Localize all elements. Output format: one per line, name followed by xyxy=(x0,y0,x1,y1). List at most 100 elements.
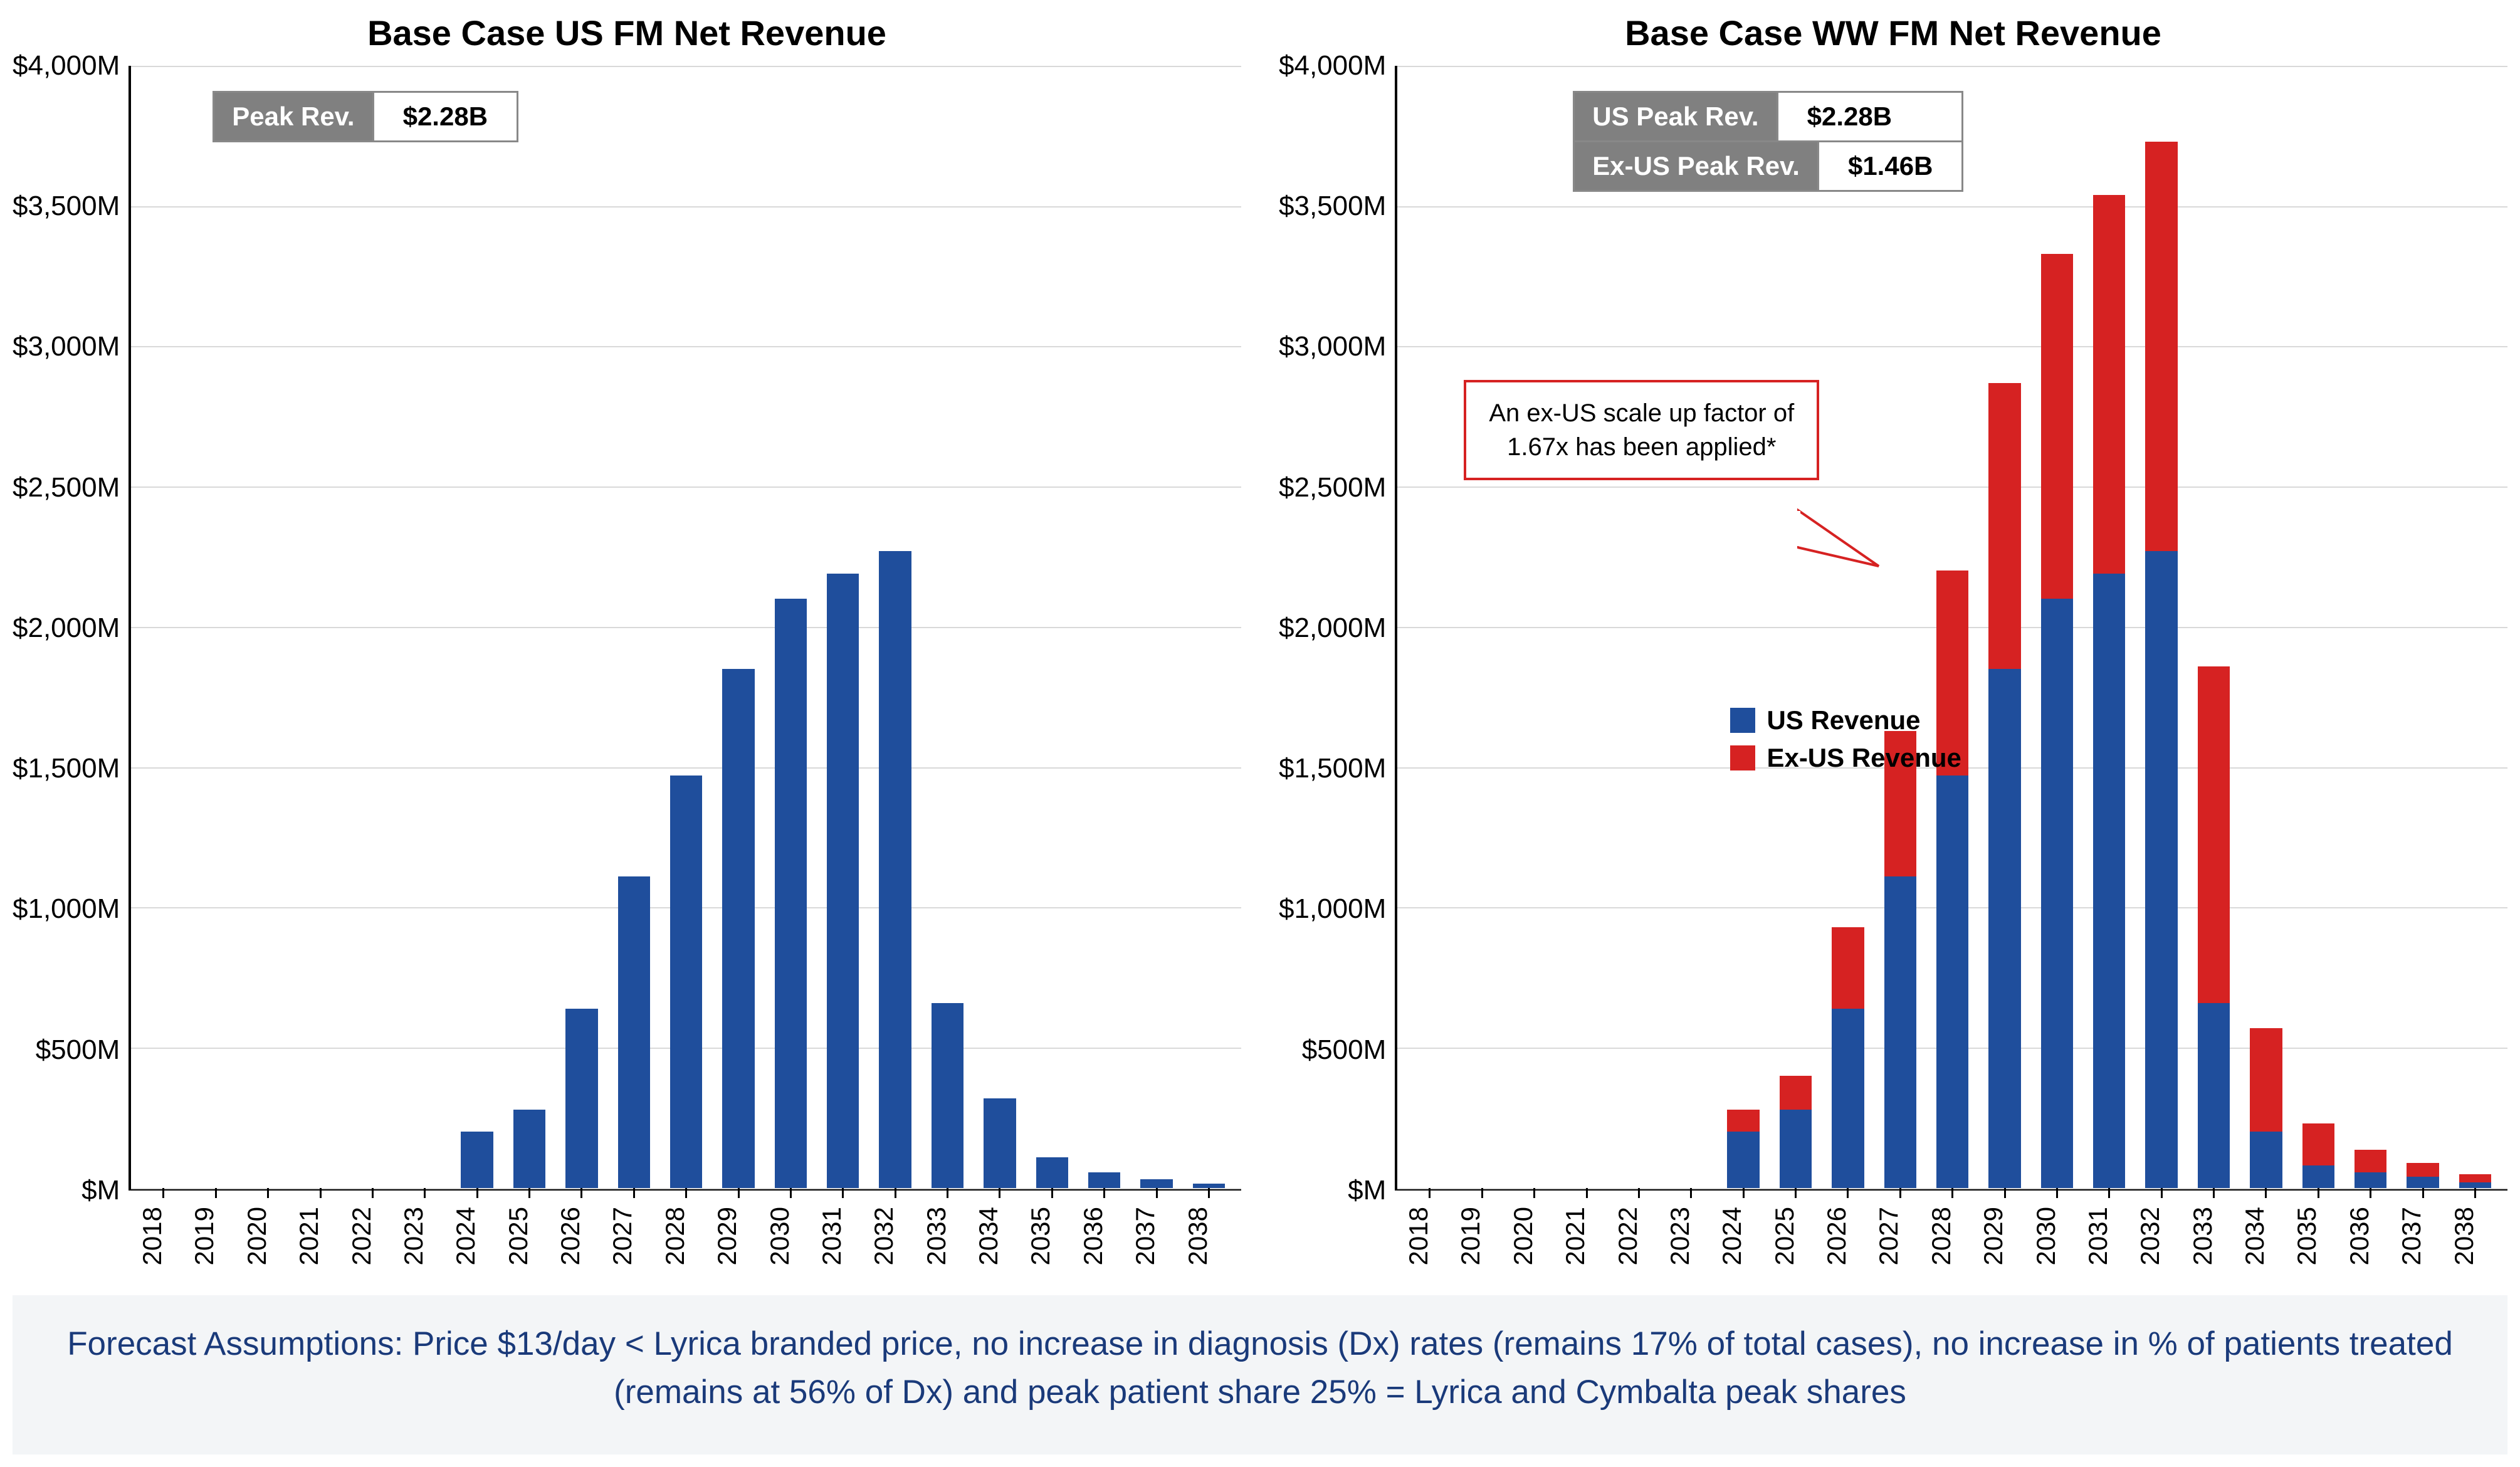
bar-slot xyxy=(2397,66,2449,1188)
bar-seg-us xyxy=(2145,551,2177,1188)
bar-stack xyxy=(1193,66,1225,1188)
chart-body-us: Peak Rev. $2.28B xyxy=(129,66,1241,1191)
x-tick-label: 2023 xyxy=(399,1207,451,1270)
bar-seg-us xyxy=(670,776,702,1188)
bar-seg-us xyxy=(1884,876,1916,1188)
bar-stack xyxy=(409,66,441,1188)
x-ticks-ww xyxy=(1397,1188,2507,1198)
bar-slot xyxy=(974,66,1026,1188)
bar-seg-exus xyxy=(2407,1163,2439,1177)
bar-seg-us xyxy=(984,1098,1016,1188)
bar-seg-us xyxy=(2459,1182,2491,1188)
bar-seg-us xyxy=(1036,1157,1068,1188)
bar-stack xyxy=(1570,66,1602,1188)
x-tick-label: 2027 xyxy=(1874,1207,1926,1270)
chart-panel-us: Base Case US FM Net Revenue $4,000M$3,50… xyxy=(13,13,1241,1270)
bar-seg-exus xyxy=(2355,1150,2386,1172)
exus-peak-rev-label: Ex-US Peak Rev. xyxy=(1575,142,1819,190)
peak-rev-box-us: Peak Rev. $2.28B xyxy=(213,91,518,142)
x-tick-label: 2028 xyxy=(660,1207,712,1270)
bar-seg-us xyxy=(565,1009,597,1188)
bar-stack xyxy=(513,66,545,1188)
forecast-assumptions-footer: Forecast Assumptions: Price $13/day < Ly… xyxy=(13,1295,2507,1454)
chart-title-ww: Base Case WW FM Net Revenue xyxy=(1279,13,2507,53)
bar-stack xyxy=(1088,66,1120,1188)
x-tick-label: 2033 xyxy=(921,1207,974,1270)
x-tick-label: 2029 xyxy=(712,1207,764,1270)
bar-stack xyxy=(1780,66,1812,1188)
x-tick-label: 2031 xyxy=(2083,1207,2135,1270)
bar-slot xyxy=(1926,66,1978,1188)
x-tick-label: 2037 xyxy=(2397,1207,2449,1270)
bar-stack xyxy=(827,66,859,1188)
us-peak-rev-label: US Peak Rev. xyxy=(1575,93,1778,140)
x-tick-label: 2032 xyxy=(869,1207,921,1270)
bar-slot xyxy=(451,66,503,1188)
charts-row: Base Case US FM Net Revenue $4,000M$3,50… xyxy=(13,13,2507,1270)
bar-stack xyxy=(2459,66,2491,1188)
x-tick-label: 2026 xyxy=(555,1207,607,1270)
bar-slot xyxy=(1456,66,1508,1188)
x-tick-label: 2033 xyxy=(2188,1207,2240,1270)
bar-seg-us xyxy=(1936,776,1968,1188)
bar-seg-exus xyxy=(2041,254,2073,599)
bar-seg-us xyxy=(1988,669,2020,1188)
x-tick-label: 2027 xyxy=(607,1207,659,1270)
bar-slot xyxy=(1183,66,1235,1188)
x-tick-label: 2028 xyxy=(1926,1207,1978,1270)
x-tick-label: 2025 xyxy=(503,1207,555,1270)
x-tick-label: 2018 xyxy=(1404,1207,1456,1270)
bar-stack xyxy=(1936,66,1968,1188)
bar-seg-us xyxy=(827,574,859,1188)
x-tick-label: 2024 xyxy=(451,1207,503,1270)
x-tick-label: 2030 xyxy=(765,1207,817,1270)
bar-stack xyxy=(1884,66,1916,1188)
bar-seg-us xyxy=(2250,1132,2282,1187)
bar-slot xyxy=(137,66,189,1188)
x-tick-label: 2019 xyxy=(189,1207,241,1270)
bar-slot xyxy=(2292,66,2344,1188)
peak-rev-label: Peak Rev. xyxy=(214,93,374,140)
bar-slot xyxy=(503,66,555,1188)
bar-slot xyxy=(2449,66,2501,1188)
bar-stack xyxy=(2250,66,2282,1188)
x-tick-label: 2034 xyxy=(974,1207,1026,1270)
legend-swatch-us xyxy=(1730,708,1755,733)
bar-stack xyxy=(1414,66,1446,1188)
x-tick-label: 2022 xyxy=(1613,1207,1665,1270)
bar-seg-us xyxy=(2355,1172,2386,1188)
x-tick-label: 2021 xyxy=(1560,1207,1612,1270)
bar-stack xyxy=(2198,66,2230,1188)
bar-stack xyxy=(1727,66,1759,1188)
bar-slot xyxy=(555,66,607,1188)
chart-panel-ww: Base Case WW FM Net Revenue $4,000M$3,50… xyxy=(1279,13,2507,1270)
bar-stack xyxy=(2302,66,2334,1188)
bar-seg-us xyxy=(2041,599,2073,1188)
x-axis-ww: 2018201920202021202220232024202520262027… xyxy=(1279,1207,2507,1270)
bar-slot xyxy=(1978,66,2030,1188)
bar-stack xyxy=(1466,66,1498,1188)
bar-seg-exus xyxy=(2302,1123,2334,1165)
bar-slot xyxy=(1508,66,1560,1188)
x-tick-label: 2020 xyxy=(1508,1207,1560,1270)
bar-slot xyxy=(1665,66,1717,1188)
bar-stack xyxy=(1140,66,1172,1188)
bar-stack xyxy=(304,66,336,1188)
bar-slot xyxy=(294,66,346,1188)
bar-slot xyxy=(347,66,399,1188)
bar-stack xyxy=(1988,66,2020,1188)
bar-stack xyxy=(2093,66,2125,1188)
x-tick-label: 2023 xyxy=(1665,1207,1717,1270)
x-tick-label: 2021 xyxy=(294,1207,346,1270)
bar-stack xyxy=(670,66,702,1188)
bar-slot xyxy=(2188,66,2240,1188)
x-ticks-us xyxy=(131,1188,1241,1198)
bars-ww xyxy=(1397,66,2507,1188)
bar-seg-us xyxy=(461,1132,493,1187)
bar-seg-exus xyxy=(2459,1174,2491,1182)
bar-stack xyxy=(1036,66,1068,1188)
bar-slot xyxy=(1078,66,1130,1188)
bars-us xyxy=(131,66,1241,1188)
x-tick-label: 2034 xyxy=(2240,1207,2292,1270)
x-tick-label: 2031 xyxy=(817,1207,869,1270)
